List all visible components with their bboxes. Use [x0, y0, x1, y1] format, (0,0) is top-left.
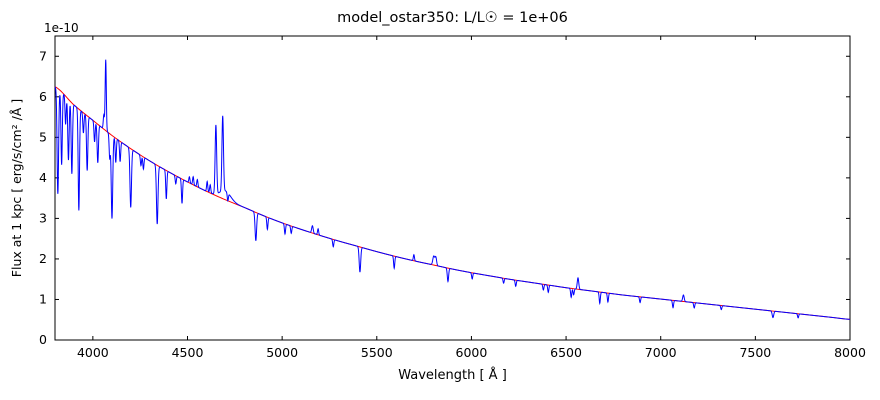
y-tick-label: 1	[39, 291, 47, 306]
x-tick-label: 7500	[739, 345, 771, 360]
x-tick-label: 4500	[172, 345, 204, 360]
x-axis-label: Wavelength [ Å ]	[398, 368, 507, 383]
y-tick-label: 3	[39, 210, 47, 225]
y-tick-label: 6	[39, 89, 47, 104]
plot-frame	[54, 35, 851, 341]
x-tick-label: 7000	[645, 345, 677, 360]
spectrum-line	[54, 59, 851, 320]
x-tick-label: 6500	[550, 345, 582, 360]
y-axis-label: Flux at 1 kpc [ erg/s/cm² /Å ]	[9, 98, 24, 278]
x-tick-label: 5500	[361, 345, 393, 360]
x-tick-label: 5000	[266, 345, 298, 360]
x-tick-label: 8000	[834, 345, 866, 360]
y-axis-offset-label: 1e-10	[44, 21, 79, 35]
y-tick-label: 0	[39, 332, 47, 347]
y-tick-label: 2	[39, 251, 47, 266]
y-tick-label: 5	[39, 129, 47, 144]
y-tick-label: 4	[39, 170, 47, 185]
chart-title: model_ostar350: L/L☉ = 1e+06	[337, 10, 568, 26]
x-tick-label: 6000	[456, 345, 488, 360]
x-tick-label: 4000	[77, 345, 109, 360]
y-tick-label: 7	[39, 48, 47, 63]
